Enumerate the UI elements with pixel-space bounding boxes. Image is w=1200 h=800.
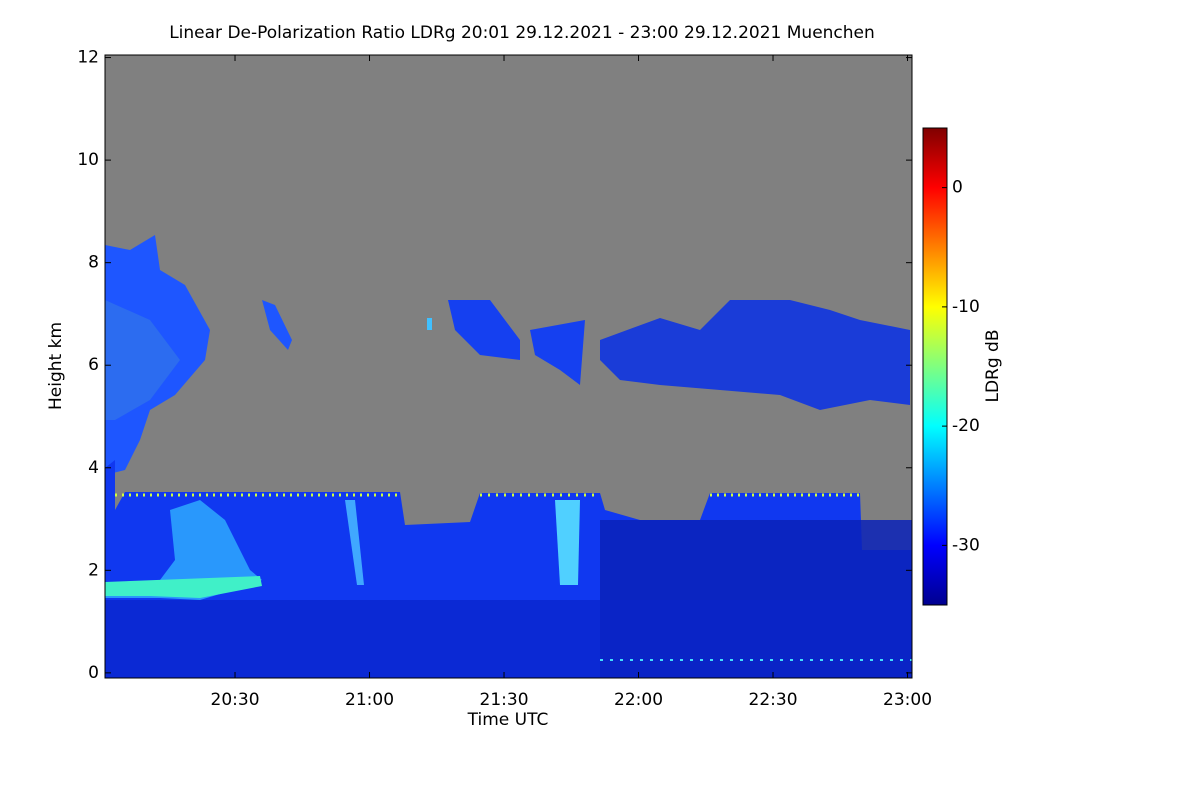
x-tick-label: 22:30 xyxy=(749,690,798,710)
y-tick-label: 2 xyxy=(88,560,99,580)
x-tick-label: 21:30 xyxy=(480,690,529,710)
colorbar-tick-label: -30 xyxy=(952,535,980,555)
y-tick-label: 0 xyxy=(88,663,99,683)
y-axis-label: Height km xyxy=(46,322,66,410)
x-tick-label: 22:00 xyxy=(614,690,663,710)
x-tick-label: 23:00 xyxy=(883,690,932,710)
x-tick-label: 21:00 xyxy=(345,690,394,710)
heatmap-field xyxy=(105,55,912,678)
plot-frame xyxy=(104,54,913,679)
colorbar-tick-label: -20 xyxy=(952,416,980,436)
colorbar xyxy=(922,127,948,606)
y-tick-label: 6 xyxy=(88,355,99,375)
colorbar-tick-label: -10 xyxy=(952,297,980,317)
y-tick-label: 4 xyxy=(88,458,99,478)
y-tick-label: 8 xyxy=(88,253,99,273)
x-tick-label: 20:30 xyxy=(211,690,260,710)
colorbar-tick-label: 0 xyxy=(952,178,963,198)
x-axis-label: Time UTC xyxy=(467,710,549,730)
y-tick-label: 12 xyxy=(77,48,99,68)
y-tick-label: 10 xyxy=(77,150,99,170)
colorbar-label: LDRg dB xyxy=(983,329,1003,402)
chart-title: Linear De-Polarization Ratio LDRg 20:01 … xyxy=(169,23,875,43)
